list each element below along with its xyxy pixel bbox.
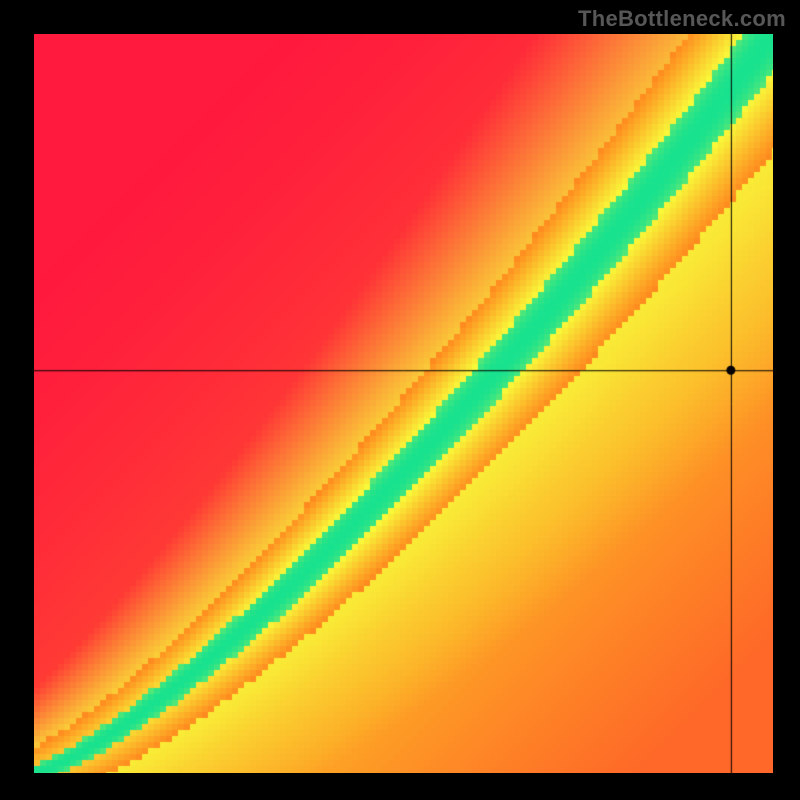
bottleneck-heatmap <box>34 34 773 773</box>
watermark-text: TheBottleneck.com <box>578 6 786 32</box>
